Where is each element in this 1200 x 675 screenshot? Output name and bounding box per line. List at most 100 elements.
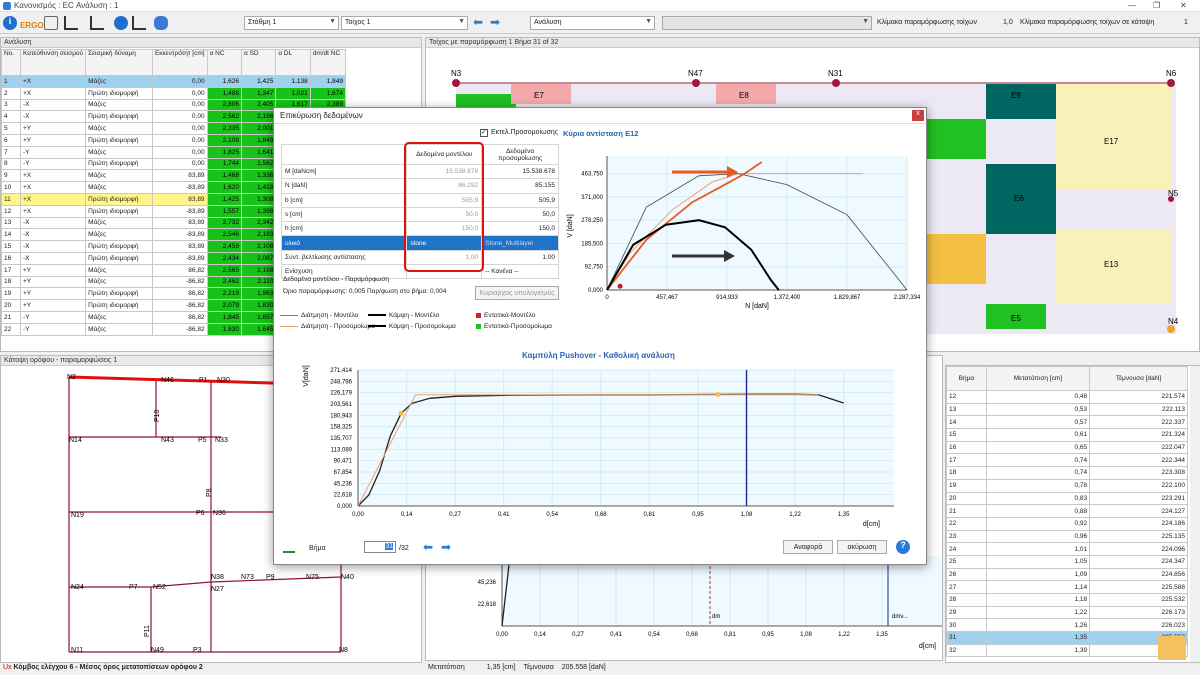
report-button[interactable]: Αναφορά [783, 540, 833, 554]
main-calc-button[interactable]: Κυρίαρχος υπολογισμός [475, 286, 559, 300]
label-n11: N11 [71, 647, 83, 654]
help-icon[interactable]: ? [896, 540, 910, 554]
table-row[interactable]: 1 +X Μάζες 0,00 1,626 1,425 1,138 1,849 [1, 75, 347, 88]
table-cell: 1,845 [206, 310, 242, 324]
column-header[interactable]: α DL [275, 49, 311, 76]
step-input[interactable]: 31 [364, 541, 396, 553]
wall-select[interactable]: Τοίχος 1 ▼ [341, 16, 468, 30]
play-icon[interactable] [114, 16, 128, 30]
plan-drawing: N2 N46 P1 N30 N14 N43 P5 N33 N19 P6 N36 … [67, 374, 354, 654]
table-row[interactable]: 21 0,88 224.127 [946, 504, 1188, 518]
param-row[interactable]: h [cm] 150,0 150,0 [280, 221, 559, 237]
table-row[interactable]: 13 0,53 222.113 [946, 402, 1188, 417]
table-cell: +X [19, 181, 87, 194]
table-row[interactable]: 25 1,05 224.347 [946, 554, 1188, 569]
arrow-right-icon[interactable]: ➡ [490, 15, 501, 29]
table-row[interactable]: 17 0,74 222.344 [946, 453, 1188, 468]
axis-icon[interactable] [64, 16, 78, 30]
param-cell[interactable]: 1,00 [481, 249, 559, 266]
param-row[interactable]: υλικό stone Stone_Multilayer [280, 235, 559, 251]
lungs-icon[interactable] [154, 16, 168, 30]
table-row[interactable]: 24 1,01 224.096 [946, 542, 1188, 556]
param-cell[interactable]: 85.155 [481, 178, 559, 194]
param-cell[interactable]: 505,9 [481, 192, 559, 208]
column-header[interactable]: α NC [206, 49, 242, 76]
label-e13: E13 [1104, 260, 1119, 269]
mode-select[interactable]: Ανάλυση ▼ [530, 16, 655, 30]
label-e5: E5 [1011, 314, 1021, 323]
table-cell: Πρώτη ιδιομορφή [85, 299, 153, 312]
column-header[interactable]: Κατεύθυνση σεισμού [19, 49, 87, 76]
table-row[interactable]: 20 0,83 223.291 [946, 491, 1188, 506]
table-row[interactable]: 2 +X Πρώτη ιδιομορφή 0,00 1,488 1,347 1,021 1,6… [1, 86, 347, 100]
table-row[interactable]: 311,35205.558 [946, 631, 1188, 645]
helper-avatar[interactable] [1158, 636, 1186, 660]
maximize-icon[interactable]: ❐ [1153, 1, 1161, 10]
floor-select[interactable]: Στάθμη 1 ▼ [244, 16, 339, 30]
column-header[interactable]: Τέμνουσα [daN] [1089, 366, 1188, 391]
scale-value-walls[interactable]: 1,0 [1003, 19, 1013, 26]
table-cell: 14 [946, 415, 987, 430]
table-row[interactable]: 18 0,74 223.308 [946, 466, 1188, 480]
param-row[interactable]: s [cm] 50,0 50,0 [280, 206, 559, 223]
column-header[interactable]: Μετατόπιση [cm] [985, 366, 1091, 391]
empty-select[interactable]: ▼ [662, 16, 872, 30]
close-icon[interactable]: x [912, 110, 924, 121]
table-row[interactable]: 27 1,14 225.588 [946, 580, 1188, 594]
param-cell[interactable]: 50,0 [481, 206, 559, 223]
param-row[interactable]: b [cm] 505,9 505,9 [280, 192, 559, 208]
column-header[interactable]: Βήμα [946, 366, 987, 391]
table-cell: 224.856 [1089, 567, 1188, 582]
table-row[interactable]: 28 1,18 225.532 [946, 593, 1188, 607]
param-cell[interactable]: Stone_Multilayer [481, 235, 559, 251]
cancel-button[interactable]: ακύρωση [837, 540, 887, 554]
param-row[interactable]: M [daNcm] 15.538.678 15.538.678 [280, 163, 559, 180]
scale-value-plan[interactable]: 1 [1184, 19, 1188, 26]
column-header[interactable]: Σεισμική δύναμη [85, 49, 153, 76]
table-cell: 1,849 [309, 75, 347, 88]
sim-checkbox[interactable]: ✓ [480, 129, 488, 137]
column-header[interactable]: Εκκεντρότητ [cm] [151, 49, 208, 76]
table-row[interactable]: 11 +X Πρώτη ιδιομορφή 83,89 1,425 1,309 [1, 192, 347, 206]
table-row[interactable]: 26 1,09 224.856 [946, 567, 1188, 582]
table-row[interactable]: 12 0,48 221.574 [946, 390, 1188, 404]
table-cell: 9 [1, 169, 21, 183]
table-row[interactable]: 16 0,65 222.047 [946, 440, 1188, 455]
chart2-title: Καμπύλη Pushover - Καθολική ανάλυση [522, 351, 675, 360]
x-tick-label: 0,27 [572, 632, 584, 638]
table-cell: 83,89 [151, 192, 208, 206]
table-row[interactable]: 30 1,26 226.023 [946, 618, 1188, 633]
label-n36: N36 [213, 510, 226, 517]
legend-item: Εντατικά-Μοντέλο [476, 312, 535, 319]
params-header-blank [280, 144, 408, 165]
param-row[interactable]: N [daN] 86.292 85.155 [280, 178, 559, 194]
table-row[interactable]: 29 1,22 226.173 [946, 605, 1188, 620]
param-cell[interactable]: 150,0 [481, 221, 559, 237]
close-icon[interactable]: ✕ [1180, 1, 1187, 10]
arrow-right-icon[interactable]: ➡ [441, 540, 452, 554]
table-row[interactable]: 22 0,92 224.186 [946, 516, 1188, 531]
chart-icon[interactable] [132, 16, 146, 30]
table-row[interactable]: 321,39148.929 [946, 643, 1188, 658]
minimize-icon[interactable]: — [1128, 1, 1136, 10]
tool-icon[interactable] [44, 16, 58, 30]
param-row[interactable]: Ενίσχυση -- Κανένα -- [280, 264, 559, 280]
arrow-left-icon[interactable]: ⬅ [473, 15, 484, 29]
table-row[interactable]: 19 0,78 222.100 [946, 478, 1188, 493]
table-row[interactable]: 15 0,61 221.324 [946, 428, 1188, 442]
scrollbar[interactable] [1190, 366, 1200, 662]
table-cell: 2 [1, 86, 21, 100]
table-cell: 0,65 [985, 440, 1091, 455]
param-cell[interactable]: 15.538.678 [481, 163, 559, 180]
column-header[interactable]: α SD [240, 49, 277, 76]
table-row[interactable]: 23 0,96 225.135 [946, 529, 1188, 544]
table-row[interactable]: 14 0,57 222.337 [946, 415, 1188, 430]
info-icon[interactable]: i [3, 16, 17, 30]
param-cell: Συντ. βελτίωσης αντίστασης [280, 249, 408, 266]
arrow-left-icon[interactable]: ⬅ [423, 540, 434, 554]
column-header[interactable]: dm/dt NC [309, 49, 347, 76]
column-header[interactable]: No. [1, 49, 21, 76]
axis-scale-icon[interactable] [90, 16, 104, 30]
param-row[interactable]: Συντ. βελτίωσης αντίστασης 1,00 1,00 [280, 249, 559, 266]
param-cell[interactable]: -- Κανένα -- [481, 264, 559, 280]
